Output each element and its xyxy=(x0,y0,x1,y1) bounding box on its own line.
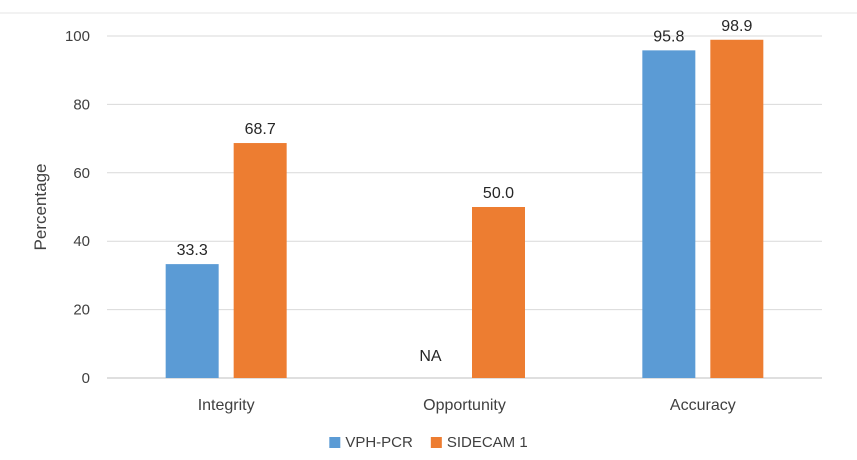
y-axis-ticks: 0 20 40 60 80 100 xyxy=(65,28,90,387)
data-label: 98.9 xyxy=(721,18,752,35)
bar-vph-pcr-accuracy xyxy=(642,50,696,378)
bar-sidecam-1-opportunity xyxy=(472,207,525,378)
y-tick-label: 0 xyxy=(82,370,90,387)
data-label: 68.7 xyxy=(245,121,276,138)
bar-sidecam-1-integrity xyxy=(233,143,287,378)
legend-item: VPH-PCR xyxy=(329,434,413,451)
legend-swatch xyxy=(329,437,341,448)
data-labels: 33.3 68.7 NA 50.0 95.8 98.9 xyxy=(177,18,753,365)
y-tick-label: 20 xyxy=(73,302,90,319)
legend-swatch xyxy=(430,437,442,448)
legend-label: VPH-PCR xyxy=(345,434,413,451)
x-axis-categories: Integrity Opportunity Accuracy xyxy=(198,397,736,414)
x-category-label: Opportunity xyxy=(423,397,506,414)
data-label: 95.8 xyxy=(653,28,684,45)
legend-label: SIDECAM 1 xyxy=(447,434,528,451)
bar-sidecam-1-accuracy xyxy=(710,39,764,379)
bars xyxy=(165,39,764,379)
x-category-label: Integrity xyxy=(198,397,255,414)
data-label: NA xyxy=(419,348,442,365)
y-tick-label: 60 xyxy=(73,165,90,182)
y-tick-label: 80 xyxy=(73,96,90,113)
legend-item: SIDECAM 1 xyxy=(430,434,528,451)
y-tick-label: 40 xyxy=(73,233,90,250)
data-label: 50.0 xyxy=(483,185,514,202)
bar-vph-pcr-integrity xyxy=(165,264,219,378)
data-label: 33.3 xyxy=(177,242,208,259)
y-tick-label: 100 xyxy=(65,28,90,45)
x-category-label: Accuracy xyxy=(670,397,736,414)
gridlines xyxy=(107,35,822,379)
legend: VPH-PCR SIDECAM 1 xyxy=(329,434,528,451)
y-axis-label: Percentage xyxy=(31,164,50,251)
